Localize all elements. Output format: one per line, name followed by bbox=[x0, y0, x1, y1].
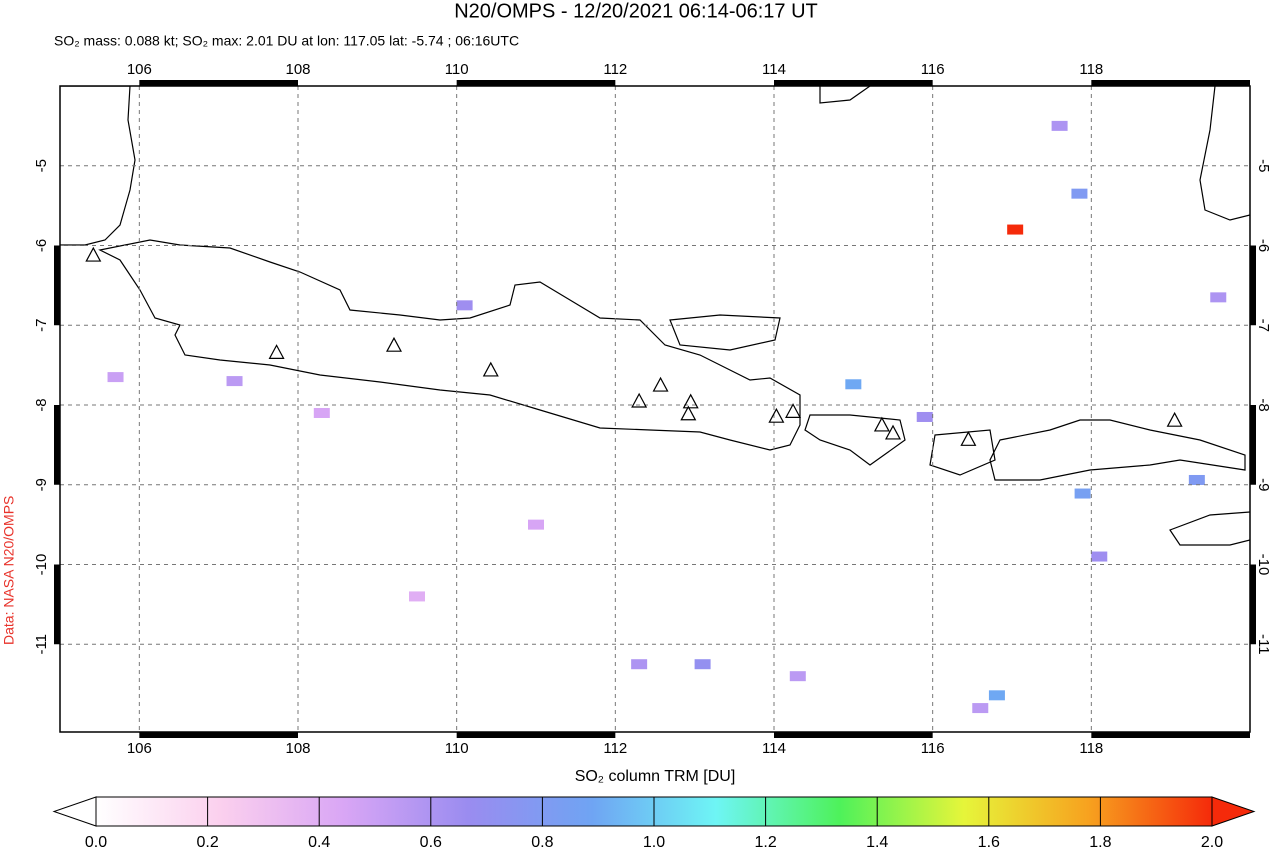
volcano-marker bbox=[482, 361, 499, 377]
chart-title: N20/OMPS - 12/20/2021 06:14-06:17 UT bbox=[454, 0, 818, 22]
so2-pixel bbox=[694, 659, 711, 670]
x-tick-label: 112 bbox=[603, 61, 627, 78]
bali bbox=[804, 414, 906, 466]
colorbar-tick-label: 2.0 bbox=[1201, 834, 1223, 851]
so2-pixel bbox=[313, 407, 330, 418]
x-tick-label: 106 bbox=[127, 61, 152, 78]
x-tick-label: 116 bbox=[921, 61, 945, 78]
volcano-marker bbox=[960, 431, 977, 446]
lombok bbox=[929, 429, 996, 476]
colorbar-tick-label: 0.6 bbox=[420, 834, 442, 851]
sumba bbox=[1169, 511, 1250, 546]
so2-pixel bbox=[845, 379, 862, 390]
colorbar-tick-label: 0.0 bbox=[85, 834, 107, 851]
y-tick-label: -5 bbox=[1255, 159, 1272, 172]
volcano-marker bbox=[85, 246, 102, 262]
volcano-marker bbox=[768, 407, 785, 423]
x-tick-label: 106 bbox=[127, 740, 152, 757]
so2-pixel bbox=[1091, 551, 1108, 562]
so2-pixel bbox=[988, 690, 1005, 701]
x-tick-label: 110 bbox=[445, 740, 469, 757]
sumatra bbox=[60, 86, 136, 246]
plot-frame bbox=[59, 85, 1251, 733]
y-tick-label: -8 bbox=[1255, 398, 1272, 411]
so2-pixel bbox=[789, 671, 806, 682]
volcano-marker bbox=[631, 392, 648, 408]
so2-pixel bbox=[916, 411, 933, 422]
x-tick-label: 118 bbox=[1079, 61, 1103, 78]
so2-pixel bbox=[972, 703, 989, 714]
volcano-marker bbox=[385, 336, 402, 352]
y-tick-label: -8 bbox=[33, 398, 50, 411]
x-tick-label: 116 bbox=[921, 740, 945, 757]
so2-pixel bbox=[1210, 292, 1227, 303]
coastlines bbox=[60, 86, 1250, 546]
colorbar-tick-label: 1.2 bbox=[754, 834, 776, 851]
colorbar-tick-label: 1.8 bbox=[1089, 834, 1111, 851]
x-tick-label: 108 bbox=[285, 61, 310, 78]
y-tick-label: -6 bbox=[33, 239, 50, 252]
colorbar-tick-label: 1.6 bbox=[978, 834, 1000, 851]
x-tick-label: 114 bbox=[762, 740, 786, 757]
so2-pixel bbox=[107, 372, 124, 383]
volcano-marker bbox=[268, 344, 285, 359]
sumbawa bbox=[989, 419, 1246, 481]
volcano-marker bbox=[652, 376, 669, 392]
colorbar-extend-high bbox=[1211, 796, 1256, 827]
y-tick-label: -11 bbox=[1255, 634, 1272, 655]
volcano-marker bbox=[680, 405, 697, 421]
colorbar-tick-label: 0.2 bbox=[196, 834, 218, 851]
so2-pixel bbox=[1188, 474, 1205, 485]
colorbar-tick-label: 1.4 bbox=[866, 834, 888, 851]
madura bbox=[669, 314, 781, 351]
volcano-marker bbox=[884, 424, 902, 440]
y-tick-label: -9 bbox=[33, 478, 50, 491]
sulawesi bbox=[1199, 86, 1250, 221]
so2-pixel bbox=[226, 376, 243, 387]
x-tick-label: 110 bbox=[445, 61, 469, 78]
so2-pixel bbox=[1071, 188, 1088, 199]
x-tick-label: 118 bbox=[1079, 740, 1103, 757]
y-tick-label: -5 bbox=[33, 159, 50, 172]
so2-pixel bbox=[1074, 488, 1091, 499]
so2-pixel bbox=[528, 519, 544, 530]
x-tick-label: 114 bbox=[762, 61, 786, 78]
volcano-marker bbox=[682, 393, 699, 409]
so2-pixel bbox=[631, 659, 648, 670]
so2-pixels bbox=[107, 120, 1227, 714]
y-tick-label: -11 bbox=[33, 634, 50, 655]
borneo bbox=[819, 86, 871, 104]
source-label: Data: NASA N20/OMPS bbox=[1, 496, 17, 645]
so2-pixel bbox=[1051, 120, 1068, 131]
x-tick-label: 108 bbox=[285, 740, 310, 757]
colorbar-tick-label: 1.0 bbox=[643, 834, 665, 851]
y-tick-label: -9 bbox=[1255, 478, 1272, 491]
so2-pixel bbox=[409, 591, 425, 602]
y-tick-label: -7 bbox=[33, 319, 50, 332]
x-tick-label: 112 bbox=[603, 740, 627, 757]
volcano-marker bbox=[873, 416, 890, 432]
y-tick-label: -10 bbox=[33, 554, 50, 576]
colorbar-label: SO₂ column TRM [DU] bbox=[575, 768, 736, 785]
colorbar-tick-label: 0.8 bbox=[531, 834, 553, 851]
y-tick-label: -6 bbox=[1255, 239, 1272, 252]
colorbar-extend-low bbox=[52, 796, 97, 827]
java bbox=[98, 239, 801, 451]
colorbar-tick-label: 0.4 bbox=[308, 834, 330, 851]
volcano-marker bbox=[1166, 411, 1183, 427]
subtitle: SO₂ mass: 0.088 kt; SO₂ max: 2.01 DU at … bbox=[54, 33, 519, 49]
so2-pixel bbox=[456, 300, 473, 311]
volcano-marker bbox=[785, 403, 802, 418]
y-tick-label: -10 bbox=[1255, 554, 1272, 576]
y-tick-label: -7 bbox=[1255, 319, 1272, 332]
so2-pixel bbox=[1007, 224, 1024, 235]
